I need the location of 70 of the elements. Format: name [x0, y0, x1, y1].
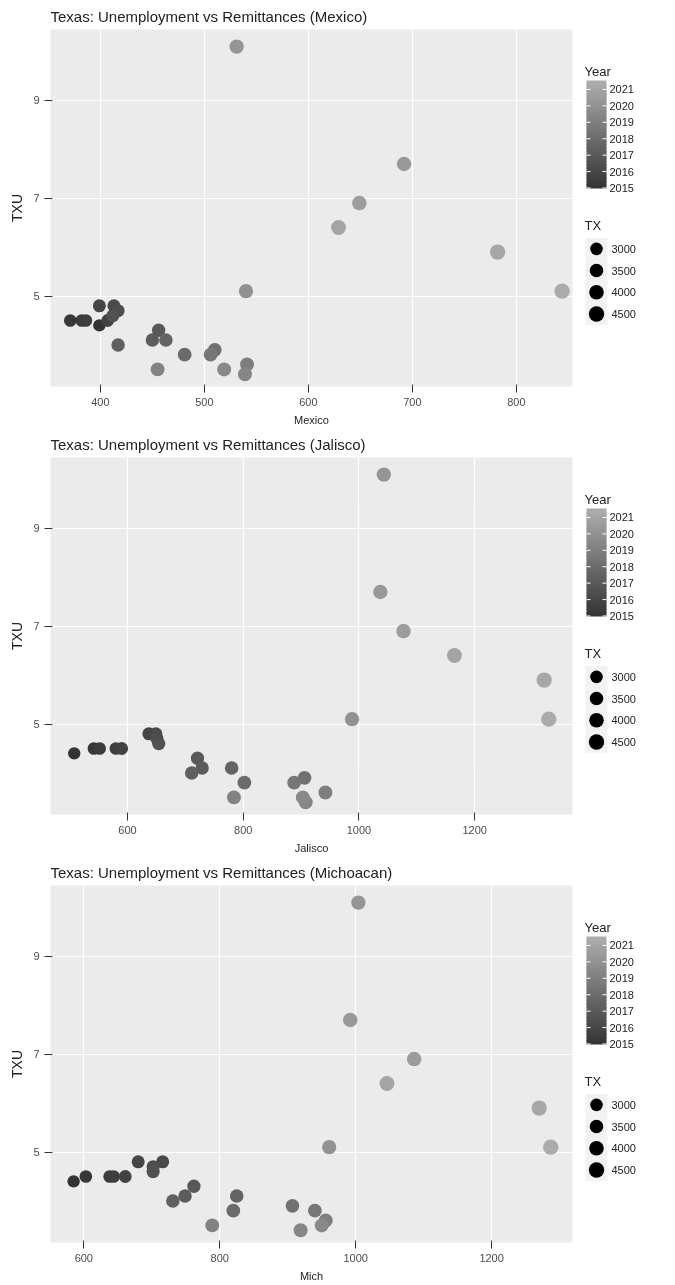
legend-title: TX [584, 218, 602, 234]
x-tick-label: 1200 [479, 1251, 504, 1264]
x-tick-label: 800 [210, 1251, 229, 1264]
color-bar-label: 2017 [609, 1005, 634, 1018]
y-axis-title: TXU [9, 1050, 26, 1078]
legend-label: 4500 [611, 307, 636, 320]
y-tick-label: 9 [33, 522, 40, 535]
legend-label: 3500 [611, 1120, 636, 1133]
color-bar-label: 2018 [609, 560, 634, 573]
legend-title: TX [584, 1074, 602, 1090]
x-tick-label: 1000 [346, 823, 372, 836]
color-bar-label: 2017 [609, 149, 634, 162]
legend-label: 3000 [611, 670, 636, 683]
color-bar-label: 2018 [609, 132, 634, 145]
color-bar-label: 2019 [609, 116, 634, 129]
x-tick-label: 500 [195, 395, 214, 408]
x-axis-title: Jalisco [294, 841, 329, 854]
y-tick-label: 7 [33, 620, 40, 633]
color-bar-title: Year [584, 919, 612, 935]
x-tick-label: 800 [507, 395, 526, 408]
color-bar-label: 2016 [609, 593, 634, 606]
x-tick-label: 800 [234, 823, 253, 836]
color-bar-label: 2019 [609, 972, 634, 985]
legend-label: 4000 [611, 1142, 636, 1155]
color-bar-label: 2021 [609, 511, 634, 524]
color-bar-label: 2016 [609, 165, 634, 178]
x-tick-label: 700 [403, 395, 422, 408]
chart-title: Texas: Unemployment vs Remittances (Mexico) [50, 7, 368, 25]
x-tick-label: 1000 [343, 1251, 368, 1264]
y-tick-label: 7 [33, 1048, 40, 1061]
legend-label: 3500 [611, 264, 636, 277]
x-axis-title: Mich [299, 1269, 324, 1282]
color-bar-label: 2021 [609, 939, 634, 952]
legend-label: 3000 [611, 242, 636, 255]
y-tick-label: 7 [33, 192, 40, 205]
chart-title: Texas: Unemployment vs Remittances (Jalisco) [50, 435, 366, 453]
color-bar-label: 2017 [609, 577, 634, 590]
y-tick-label: 5 [33, 718, 40, 731]
x-tick-label: 400 [91, 395, 110, 408]
legend-label: 3500 [611, 692, 636, 705]
y-tick-label: 5 [33, 1146, 40, 1159]
legend-label: 3000 [611, 1098, 636, 1111]
color-bar-label: 2019 [609, 544, 634, 557]
legend-label: 4000 [611, 286, 636, 299]
y-tick-label: 5 [33, 290, 40, 303]
color-bar-title: Year [584, 63, 612, 79]
color-bar-label: 2018 [609, 988, 634, 1001]
color-bar-label: 2015 [609, 181, 634, 194]
color-bar-label: 2015 [609, 1037, 634, 1050]
legend-title: TX [584, 646, 602, 662]
y-tick-label: 9 [33, 94, 40, 107]
color-bar-label: 2016 [609, 1021, 634, 1034]
x-tick-label: 600 [118, 823, 137, 836]
color-bar-label: 2020 [609, 99, 634, 112]
legend-label: 4000 [611, 714, 636, 727]
chart-title: Texas: Unemployment vs Remittances (Michoacan) [50, 863, 393, 881]
legend-label: 4500 [611, 1163, 636, 1176]
color-bar-label: 2015 [609, 609, 634, 622]
color-bar-title: Year [584, 491, 612, 507]
color-bar-label: 2021 [609, 83, 634, 96]
color-bar-label: 2020 [609, 955, 634, 968]
x-tick-label: 600 [74, 1251, 93, 1264]
x-tick-label: 1200 [462, 823, 487, 836]
x-axis-title: Mexico [294, 413, 329, 426]
color-bar-label: 2020 [609, 527, 634, 540]
y-axis-title: TXU [9, 194, 26, 222]
x-tick-label: 600 [299, 395, 318, 408]
legend-label: 4500 [611, 735, 636, 748]
y-axis-title: TXU [9, 622, 26, 650]
y-tick-label: 9 [33, 950, 40, 963]
